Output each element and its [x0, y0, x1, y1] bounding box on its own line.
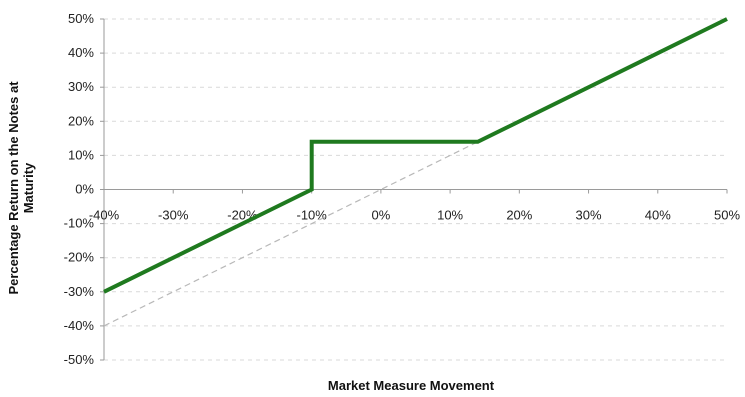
y-tick-label: 20% [68, 113, 94, 128]
reference-line [103, 141, 479, 327]
y-tick-label: 10% [68, 147, 94, 162]
payoff-line [103, 17, 728, 294]
y-tick-labels: 50% 40% 30% 20% 10% 0% -10% -20% -30% -40% -50% [64, 11, 104, 367]
x-tick-labels: -40% -30% -20% -10% 0% 10% 20% 30% 40% 50% [89, 189, 740, 223]
y-tick-label: -30% [64, 284, 95, 299]
x-tick-label: -10% [296, 208, 327, 223]
x-tick-label: 10% [437, 208, 463, 223]
y-tick-label: 30% [68, 79, 94, 94]
x-tick-label: -40% [89, 208, 120, 223]
y-axis-title-line1: Percentage Return on the Notes at [6, 81, 21, 295]
x-tick-label: 20% [506, 208, 532, 223]
y-axis-title-line2: Maturity [21, 162, 36, 213]
x-tick-label: 40% [645, 208, 671, 223]
y-tick-label: -50% [64, 352, 95, 367]
y-tick-label: 50% [68, 11, 94, 26]
x-tick-label: 0% [371, 208, 390, 223]
y-tick-label: -40% [64, 318, 95, 333]
series-group [103, 17, 728, 327]
x-tick-label: 50% [714, 208, 740, 223]
y-tick-label: -10% [64, 216, 95, 231]
x-axis-title: Market Measure Movement [328, 378, 495, 393]
x-tick-label: -30% [158, 208, 189, 223]
y-tick-label: 40% [68, 45, 94, 60]
x-tick-label: 30% [576, 208, 602, 223]
y-tick-label: 0% [75, 182, 94, 197]
y-tick-label: -20% [64, 250, 95, 265]
